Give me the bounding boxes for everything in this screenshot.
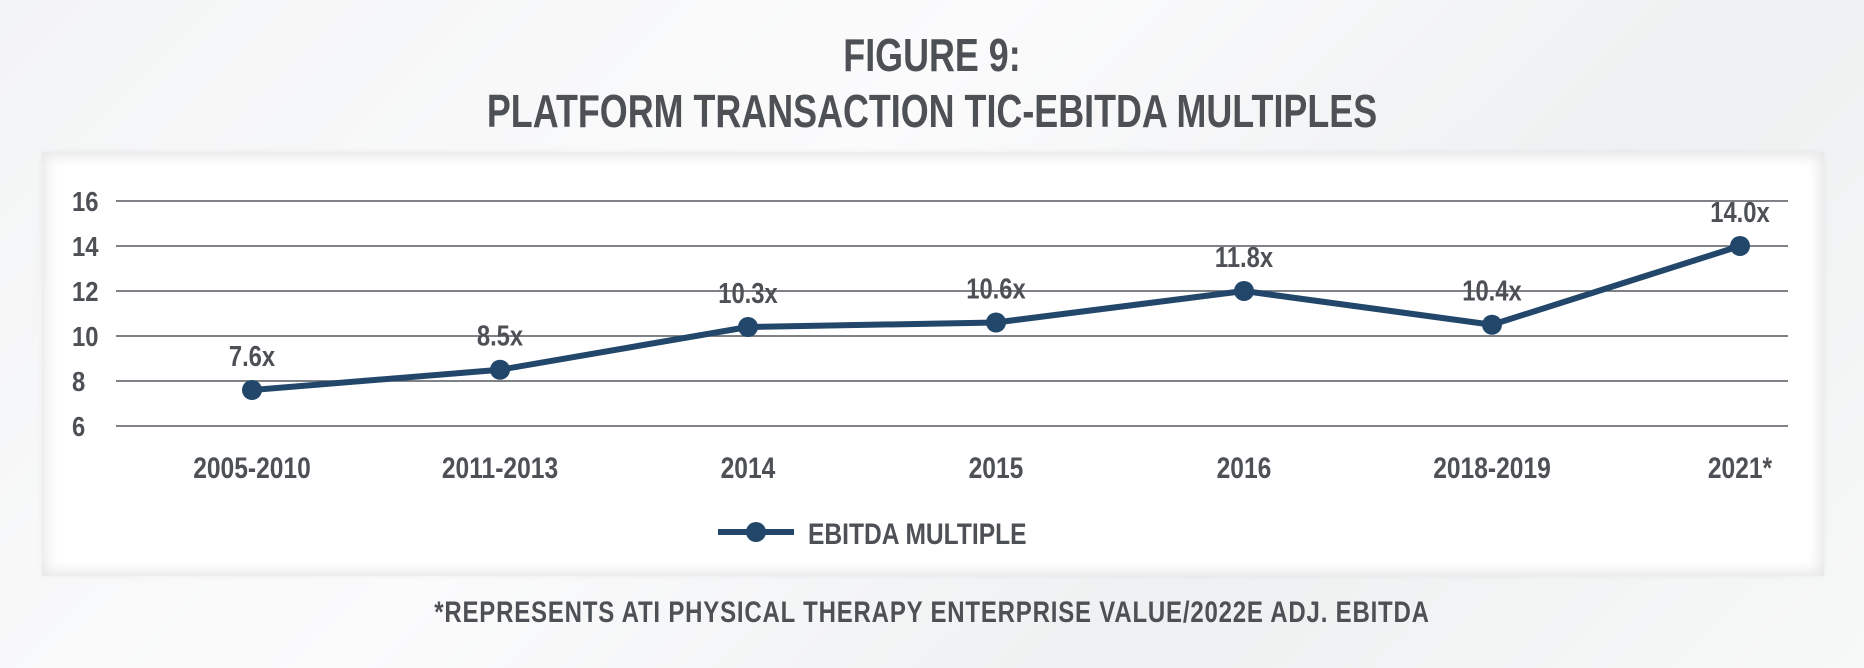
x-tick-label: 2005-2010 — [193, 451, 311, 485]
data-label: 8.5x — [477, 320, 523, 353]
legend-label: EBITDA MULTIPLE — [808, 517, 1027, 551]
legend: EBITDA MULTIPLE — [718, 517, 1027, 551]
x-tick-label: 2011-2013 — [442, 451, 558, 485]
x-tick-label: 2015 — [969, 451, 1024, 485]
footnote: *REPRESENTS ATI PHYSICAL THERAPY ENTERPR… — [434, 596, 1430, 629]
y-tick-label: 14 — [72, 230, 99, 262]
data-point — [738, 317, 758, 337]
y-tick-label: 16 — [72, 185, 98, 217]
chart-panel: 6 8 10 12 14 16 2005-2010 2011-2013 2014 2015 201… — [42, 152, 1824, 576]
data-label: 11.8x — [1215, 241, 1273, 274]
line-chart: 6 8 10 12 14 16 2005-2010 2011-2013 2014 2015 201… — [72, 185, 1788, 551]
data-point — [1234, 281, 1254, 301]
y-tick-label: 10 — [72, 320, 98, 352]
data-point — [986, 312, 1006, 333]
y-tick-label: 12 — [72, 275, 98, 307]
x-tick-label: 2014 — [721, 451, 776, 485]
data-label: 10.3x — [718, 277, 778, 310]
data-point — [242, 380, 262, 400]
y-tick-label: 8 — [72, 365, 85, 397]
y-tick-label: 6 — [72, 410, 85, 442]
data-label: 7.6x — [229, 340, 275, 373]
x-tick-label: 2021* — [1708, 451, 1773, 485]
data-point — [1482, 314, 1502, 335]
data-label: 10.6x — [966, 272, 1026, 305]
data-point — [1730, 236, 1750, 256]
chart-title: PLATFORM TRANSACTION TIC-EBITDA MULTIPLE… — [486, 85, 1378, 137]
figure-label: FIGURE 9: — [843, 29, 1021, 81]
x-tick-label: 2018-2019 — [1433, 451, 1551, 485]
x-tick-label: 2016 — [1217, 451, 1272, 485]
data-label: 10.4x — [1462, 275, 1522, 308]
data-label: 14.0x — [1710, 196, 1770, 229]
data-point — [490, 359, 510, 380]
legend-marker — [746, 522, 766, 542]
